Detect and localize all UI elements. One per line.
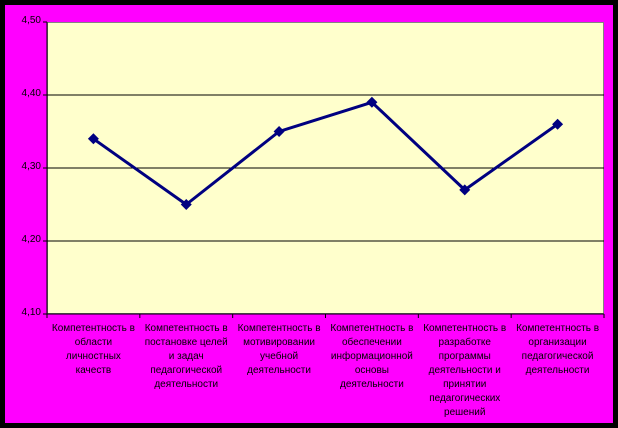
- y-axis-tick-label: 4,50: [21, 15, 41, 26]
- y-axis-tick-label: 4,30: [21, 161, 41, 172]
- x-axis-category-label: Компетентность в обеспечении информацион…: [330, 323, 414, 390]
- y-axis-tick-label: 4,40: [21, 88, 41, 99]
- x-axis-category-label: Компетентность в организации педагогичес…: [516, 323, 600, 376]
- x-axis-category-label: Компетентность в мотивировании учебной д…: [237, 323, 321, 376]
- x-axis-category-label: Компетентность в области личностных каче…: [51, 323, 135, 376]
- x-axis-category-label: Компетентность в разработке программы де…: [423, 323, 507, 418]
- plot-area: [47, 22, 604, 314]
- x-axis-category-label: Компетентность в постановке целей и зада…: [144, 323, 228, 390]
- y-axis-tick-label: 4,10: [21, 307, 41, 318]
- y-axis-tick-label: 4,20: [21, 234, 41, 245]
